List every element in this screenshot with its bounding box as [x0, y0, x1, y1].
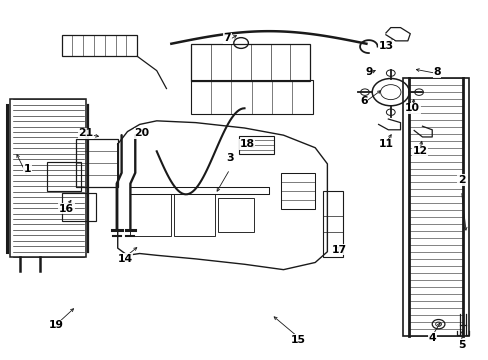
Bar [61, 35, 137, 56]
Text: 4: 4 [427, 333, 435, 343]
Text: 7: 7 [223, 33, 231, 43]
Text: 13: 13 [378, 41, 393, 50]
Text: 3: 3 [225, 153, 233, 163]
Bar [402, 78, 468, 336]
Text: 8: 8 [432, 67, 440, 77]
Bar [281, 173, 315, 209]
Bar [190, 44, 310, 81]
Bar [238, 135, 273, 154]
Text: 12: 12 [412, 146, 427, 156]
Text: 11: 11 [378, 139, 393, 149]
Bar [76, 139, 118, 187]
Text: 17: 17 [331, 245, 346, 255]
Text: 15: 15 [290, 334, 305, 345]
Bar [130, 194, 171, 235]
Text: 19: 19 [49, 320, 64, 330]
Bar [322, 191, 342, 257]
Text: 18: 18 [239, 139, 254, 149]
Text: 6: 6 [360, 96, 367, 106]
Bar [47, 162, 81, 191]
Bar [61, 193, 96, 221]
Bar [173, 194, 215, 235]
Bar [10, 99, 86, 257]
Bar [190, 80, 312, 114]
Bar [217, 198, 254, 232]
Text: 2: 2 [457, 175, 465, 185]
Text: 21: 21 [78, 129, 93, 138]
Text: 1: 1 [24, 164, 31, 174]
Text: 9: 9 [365, 67, 372, 77]
Text: 5: 5 [457, 340, 464, 350]
Text: 20: 20 [134, 129, 149, 138]
Text: 14: 14 [117, 254, 132, 264]
Text: 10: 10 [405, 103, 419, 113]
Text: 16: 16 [59, 204, 74, 214]
